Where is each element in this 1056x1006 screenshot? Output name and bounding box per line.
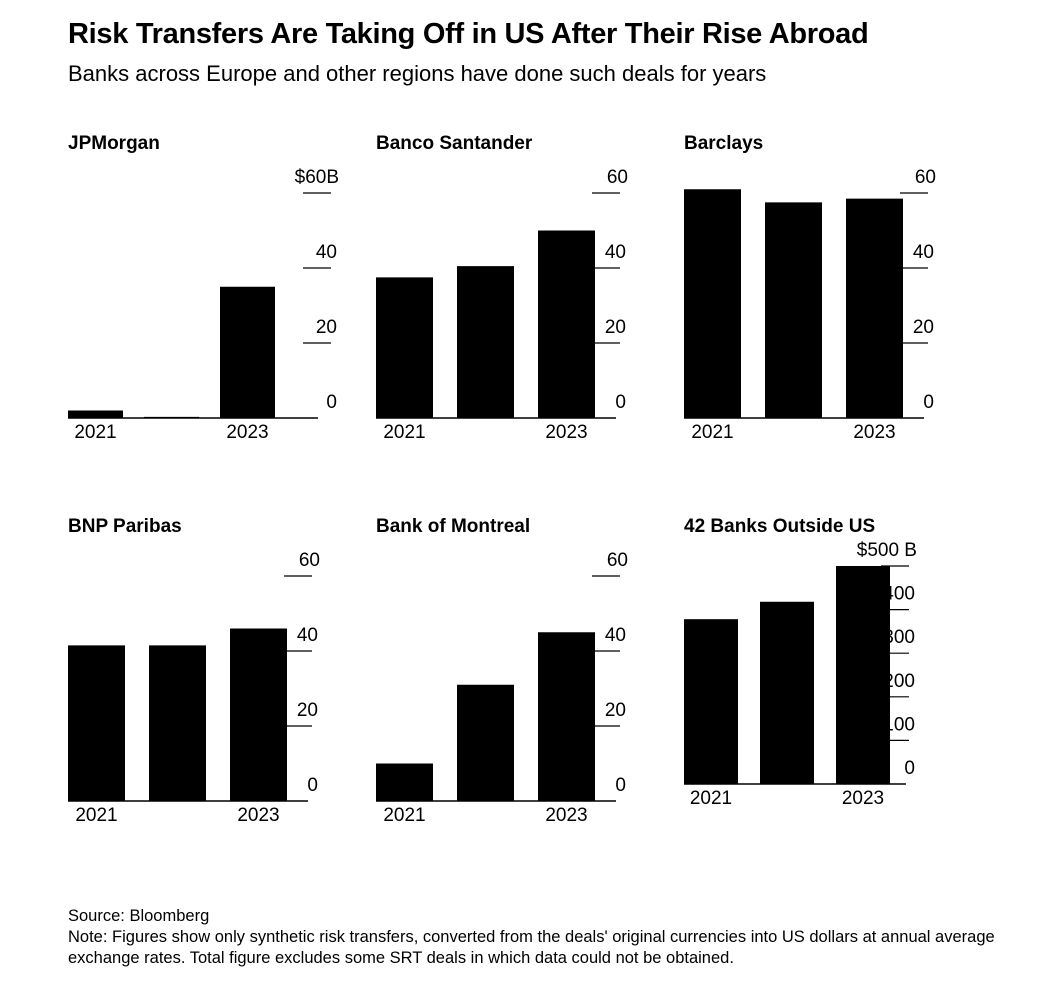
x-tick-label: 2021 xyxy=(75,805,117,826)
bar xyxy=(376,277,433,418)
bar xyxy=(230,628,287,801)
bar xyxy=(538,230,595,418)
y-tick-label: $500 B xyxy=(857,540,917,561)
y-tick-label: 60 xyxy=(607,550,628,571)
chart-panel-42-banks-outside-us: 42 Banks Outside US 0 100 200 300 400 $500 B 2… xyxy=(684,516,964,846)
y-tick-label: 0 xyxy=(307,775,318,796)
y-tick-label: 20 xyxy=(297,700,318,721)
bar xyxy=(457,266,514,418)
chart-panel-bnp-paribas: BNP Paribas 0 20 40 60 2021 2023 xyxy=(68,516,348,836)
bar-chart-svg: 0 100 200 300 400 $500 B 2021 2023 xyxy=(684,540,917,809)
y-tick-label: 0 xyxy=(923,392,934,413)
x-tick-label: 2023 xyxy=(853,422,895,443)
x-tick-label: 2021 xyxy=(383,805,425,826)
chart-panel-banco-santander: Banco Santander 0 20 40 60 2021 2023 xyxy=(376,133,656,453)
bar xyxy=(376,763,433,801)
bar xyxy=(538,632,595,801)
y-tick-label: 0 xyxy=(615,775,626,796)
bar-chart-svg: 0 20 40 60 2021 2023 xyxy=(376,550,628,826)
y-tick-label: 40 xyxy=(605,625,626,646)
x-tick-label: 2021 xyxy=(383,422,425,443)
chart-panel-barclays: Barclays 0 20 40 60 2021 2023 xyxy=(684,133,964,453)
y-tick-label: 40 xyxy=(316,242,337,263)
y-tick-label: 40 xyxy=(605,242,626,263)
chart-panel-jpmorgan: JPMorgan 0 20 40 $60B 2021 2023 xyxy=(68,133,348,453)
bar-chart-svg: 0 20 40 $60B 2021 2023 xyxy=(68,167,339,443)
x-tick-label: 2023 xyxy=(226,422,268,443)
y-tick-label: 20 xyxy=(316,317,337,338)
y-tick-label: 60 xyxy=(607,167,628,188)
x-tick-label: 2023 xyxy=(545,422,587,443)
chart-title: Barclays xyxy=(684,133,764,154)
y-tick-label: 300 xyxy=(883,627,915,648)
chart-title: JPMorgan xyxy=(68,133,160,154)
bar-chart-svg: 0 20 40 60 2021 2023 xyxy=(684,167,936,443)
bar xyxy=(68,645,125,801)
chart-title: Bank of Montreal xyxy=(376,516,531,537)
y-tick-label: 20 xyxy=(605,700,626,721)
bar xyxy=(68,410,123,418)
y-tick-label: 60 xyxy=(915,167,936,188)
y-tick-label: 40 xyxy=(297,625,318,646)
bar xyxy=(846,198,903,418)
bar xyxy=(765,202,822,418)
x-tick-label: 2021 xyxy=(74,422,116,443)
chart-footer: Source: Bloomberg Note: Figures show onl… xyxy=(68,906,1008,969)
x-tick-label: 2021 xyxy=(691,422,733,443)
chart-title: Banco Santander xyxy=(376,133,533,154)
y-tick-label: 0 xyxy=(326,392,337,413)
bar-chart-svg: 0 20 40 60 2021 2023 xyxy=(68,550,320,826)
page-title: Risk Transfers Are Taking Off in US Afte… xyxy=(68,18,869,50)
bar xyxy=(684,189,741,418)
bar-chart-svg: 0 20 40 60 2021 2023 xyxy=(376,167,628,443)
y-tick-label: 60 xyxy=(299,550,320,571)
y-tick-label: 40 xyxy=(913,242,934,263)
y-tick-label: $60B xyxy=(295,167,339,188)
source-text: Source: Bloomberg xyxy=(68,907,210,925)
bar xyxy=(760,601,814,784)
y-tick-label: 200 xyxy=(883,671,915,692)
bar xyxy=(457,684,514,801)
bar xyxy=(220,286,275,418)
x-tick-label: 2023 xyxy=(545,805,587,826)
chart-title: BNP Paribas xyxy=(68,516,182,537)
chart-title: 42 Banks Outside US xyxy=(684,516,876,537)
y-tick-label: 100 xyxy=(883,714,915,735)
chart-panel-bank-of-montreal: Bank of Montreal 0 20 40 60 2021 2023 xyxy=(376,516,656,836)
y-tick-label: 400 xyxy=(883,584,915,605)
x-tick-label: 2021 xyxy=(690,788,732,809)
bar xyxy=(836,566,890,784)
bar xyxy=(149,645,206,801)
y-tick-label: 0 xyxy=(904,758,915,779)
y-tick-label: 20 xyxy=(605,317,626,338)
y-tick-label: 0 xyxy=(615,392,626,413)
page-subtitle: Banks across Europe and other regions ha… xyxy=(68,61,767,86)
x-tick-label: 2023 xyxy=(237,805,279,826)
y-tick-label: 20 xyxy=(913,317,934,338)
bar xyxy=(684,619,738,784)
x-tick-label: 2023 xyxy=(842,788,884,809)
note-text: Note: Figures show only synthetic risk t… xyxy=(68,928,995,967)
